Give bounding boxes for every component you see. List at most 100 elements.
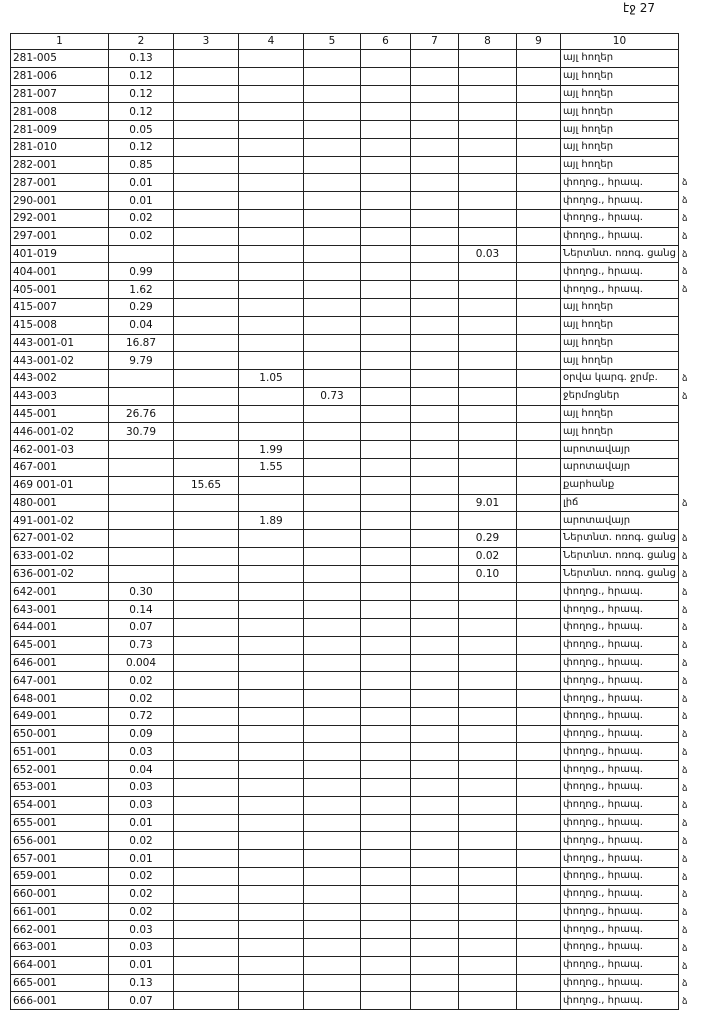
- cell: [360, 137, 411, 157]
- cell: [303, 546, 361, 566]
- cell: [410, 102, 459, 122]
- cell: 15.65: [173, 475, 239, 495]
- cell: [303, 724, 361, 744]
- cell: [458, 866, 517, 886]
- cell: [410, 618, 459, 637]
- cell: [173, 902, 239, 922]
- margin-mark: ձ: [682, 569, 688, 580]
- cell: [238, 120, 304, 139]
- cell: [238, 742, 304, 762]
- cell: [238, 66, 304, 86]
- cell: [410, 511, 459, 531]
- cell: [458, 386, 517, 406]
- cell: [238, 297, 304, 317]
- margin-mark: ձ: [682, 712, 688, 723]
- cell: [108, 386, 174, 406]
- cell: 0.12: [108, 102, 174, 122]
- cell: [458, 137, 517, 157]
- cell: [360, 84, 411, 104]
- cell: [360, 582, 411, 602]
- cell: [458, 778, 517, 797]
- cell: [360, 475, 411, 495]
- cell: [303, 457, 361, 477]
- cell: 662-001: [10, 920, 109, 940]
- cell: 16.87: [108, 333, 174, 353]
- cell: [360, 938, 411, 957]
- cell: այլ հողեր: [560, 49, 679, 68]
- cell: [173, 493, 239, 513]
- cell: [458, 955, 517, 975]
- cell: [173, 155, 239, 175]
- cell: 0.04: [108, 760, 174, 780]
- cell: [360, 671, 411, 691]
- cell: [360, 404, 411, 424]
- cell: [303, 191, 361, 211]
- cell: [360, 742, 411, 762]
- cell: [360, 795, 411, 815]
- cell: [458, 849, 517, 868]
- cell: 290-001: [10, 191, 109, 211]
- cell: [410, 262, 459, 282]
- cell: [173, 920, 239, 940]
- cell: [173, 653, 239, 673]
- cell: [360, 991, 411, 1011]
- cell: 401-019: [10, 244, 109, 264]
- cell: [410, 137, 459, 157]
- cell: [173, 457, 239, 477]
- cell: 0.02: [108, 831, 174, 851]
- cell: [238, 333, 304, 353]
- cell: [173, 244, 239, 264]
- row: 401-019 0.03 Ներտնտ. ոռոգ. ցանց: [10, 244, 679, 264]
- margin-mark: ձ: [682, 214, 688, 225]
- margin-mark: ձ: [682, 285, 688, 296]
- cell: [303, 209, 361, 228]
- cell: Ներտնտ. ոռոգ. ցանց: [560, 546, 679, 566]
- cell: [458, 262, 517, 282]
- cell: [516, 262, 561, 282]
- cell: 656-001: [10, 831, 109, 851]
- cell: [410, 386, 459, 406]
- cell: [458, 475, 517, 495]
- cell: 405-001: [10, 280, 109, 299]
- cell: [410, 244, 459, 264]
- cell: [238, 262, 304, 282]
- margin-mark: ձ: [682, 765, 688, 776]
- cell: [458, 511, 517, 531]
- cell: [303, 333, 361, 353]
- cell: [410, 653, 459, 673]
- header-row: 1 2 3 4 5 6 7 8 9 10: [10, 33, 679, 50]
- margin-mark: ձ: [682, 534, 688, 545]
- cell: [303, 582, 361, 602]
- cell: 287-001: [10, 173, 109, 193]
- cell: 415-007: [10, 297, 109, 317]
- margin-mark: ձ: [682, 392, 688, 403]
- cell: 0.03: [458, 244, 517, 264]
- cell: [360, 902, 411, 922]
- cell: [516, 955, 561, 975]
- row: 642-001 0.30 փողոց., հրապ.: [10, 582, 679, 602]
- cell: այլ հողեր: [560, 315, 679, 335]
- cell: [360, 884, 411, 904]
- row: 443-001-01 16.87 այլ հողեր: [10, 333, 679, 353]
- cell: [516, 760, 561, 780]
- row: 633-001-02 0.02 Ներտնտ. ոռոգ. ցանց: [10, 546, 679, 566]
- cell: 0.02: [108, 902, 174, 922]
- cell: Ներտնտ. ոռոգ. ցանց: [560, 529, 679, 548]
- cell: [458, 831, 517, 851]
- margin-mark: ձ: [682, 908, 688, 919]
- cell: [458, 315, 517, 335]
- cell: փողոց., հրապ.: [560, 795, 679, 815]
- row: 462-001-03 1.99 արոտավայր: [10, 440, 679, 459]
- row: 281-008 0.12 այլ հողեր: [10, 102, 679, 122]
- cell: [173, 689, 239, 708]
- cell: փողոց., հրապ.: [560, 884, 679, 904]
- margin-mark: ձ: [682, 979, 688, 990]
- cell: 0.01: [108, 849, 174, 868]
- cell: փողոց., հրապ.: [560, 813, 679, 833]
- cell: [238, 49, 304, 68]
- cell: [303, 920, 361, 940]
- cell: փողոց., հրապ.: [560, 973, 679, 993]
- cell: այլ հողեր: [560, 84, 679, 104]
- cell: [173, 262, 239, 282]
- cell: փողոց., հրապ.: [560, 920, 679, 940]
